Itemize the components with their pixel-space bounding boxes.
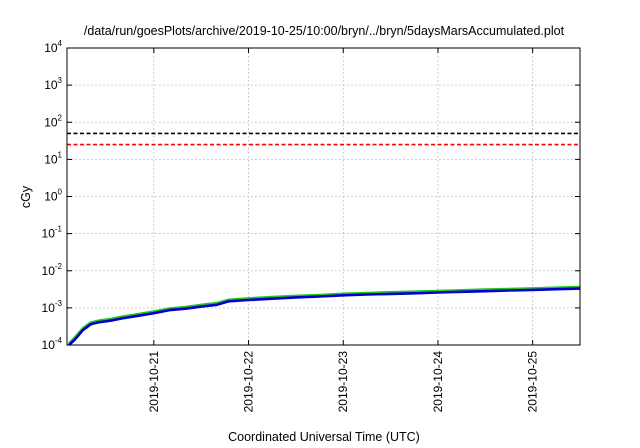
y-tick-label: 104 (44, 39, 62, 55)
reference-lines (67, 132, 580, 146)
y-tick-label: 10-3 (42, 299, 63, 315)
y-tick-label: 101 (44, 150, 62, 166)
x-tick-label: 2019-10-24 (431, 351, 445, 413)
y-axis-label: cGy (19, 185, 33, 208)
x-axis-label: Coordinated Universal Time (UTC) (228, 430, 420, 444)
y-tick-label: 102 (44, 113, 62, 129)
y-tick-label: 10-2 (42, 262, 63, 278)
chart-title: /data/run/goesPlots/archive/2019-10-25/1… (84, 24, 565, 38)
x-tick-label: 2019-10-25 (526, 351, 540, 413)
x-axis-ticks: 2019-10-21 2019-10-22 2019-10-23 2019-10-24… (147, 48, 540, 412)
y-tick-label: 10-4 (42, 336, 63, 352)
x-tick-label: 2019-10-23 (336, 351, 350, 413)
y-tick-label: 103 (44, 76, 62, 92)
series-line (68, 285, 581, 345)
y-tick-label: 10-1 (42, 225, 63, 241)
grid (67, 48, 580, 345)
y-axis-ticks: 10-4 10-3 10-2 10-1 100 101 102 103 104 (42, 39, 580, 352)
x-tick-label: 2019-10-22 (242, 351, 256, 413)
series-line (68, 287, 581, 346)
y-tick-label: 100 (44, 188, 62, 204)
x-tick-label: 2019-10-21 (147, 351, 161, 413)
series-lines (68, 285, 581, 346)
